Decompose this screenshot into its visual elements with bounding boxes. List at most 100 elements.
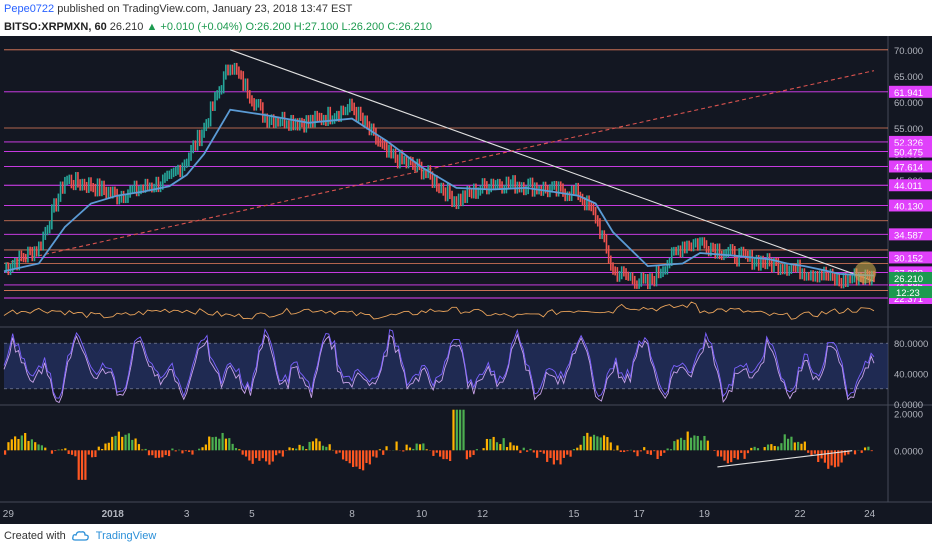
histogram-bar [275, 450, 278, 456]
tradingview-brand[interactable]: TradingView [95, 530, 157, 542]
histogram-bar [740, 450, 743, 453]
histogram-bar [452, 409, 455, 451]
histogram-bar [485, 438, 489, 451]
chart-canvas[interactable]: 70.00065.00060.00055.00050.00045.00040.0… [0, 36, 932, 524]
histogram-bar [34, 442, 37, 451]
histogram-bar [341, 450, 345, 460]
histogram-bar [345, 450, 348, 462]
level-label-background [889, 145, 932, 158]
histogram-bar [582, 436, 586, 451]
histogram-bar [455, 409, 458, 451]
publisher-link[interactable]: Pepe0722 [4, 3, 55, 15]
histogram-bar [613, 449, 616, 451]
histogram-bar [211, 437, 214, 451]
histogram-bar [556, 450, 559, 461]
level-label-background [889, 85, 932, 98]
histogram-bar [352, 450, 355, 468]
histogram-bar [378, 449, 381, 451]
histogram-bar [633, 450, 636, 453]
histogram-bar [847, 450, 850, 455]
time-tick-label: 19 [699, 509, 711, 520]
histogram-bar [151, 450, 154, 456]
histogram-bar [837, 450, 840, 467]
symbol-label: BITSO:XRPMXN, 60 [4, 21, 107, 33]
histogram-bar [325, 446, 328, 451]
histogram-bar [549, 450, 552, 459]
time-tick-label: 3 [184, 509, 190, 520]
histogram-bar [328, 444, 331, 451]
histogram-bar [358, 450, 361, 470]
histogram-bar [258, 450, 261, 461]
histogram-bar [596, 436, 599, 451]
price-tick-label: 55.000 [894, 124, 923, 135]
histogram-bar [198, 448, 201, 451]
histogram-bar [803, 441, 806, 451]
price-tick-label: 70.000 [894, 46, 923, 57]
time-tick-label: 10 [416, 509, 428, 520]
histogram-bar [536, 450, 539, 458]
histogram-bar [439, 450, 442, 457]
histogram-bar [278, 450, 281, 454]
histogram-bar [512, 445, 515, 451]
time-tick-label: 29 [3, 509, 15, 520]
histogram-bar [114, 435, 117, 451]
histogram-bar [673, 441, 676, 451]
time-tick-label: 8 [349, 509, 355, 520]
histogram-bar [50, 450, 54, 454]
histogram-bar [693, 435, 696, 451]
time-tick-label: 17 [634, 509, 646, 520]
histogram-bar [435, 450, 438, 453]
histogram-bar [415, 443, 418, 451]
histogram-bar [566, 450, 569, 455]
histogram-bar [542, 450, 545, 454]
histogram-bar [462, 409, 465, 451]
histogram-bar [24, 432, 27, 451]
histogram-bar [787, 438, 790, 451]
histogram-bar [70, 450, 74, 455]
histogram-bar [586, 432, 589, 451]
histogram-bar [298, 444, 301, 451]
histogram-bar [134, 438, 137, 451]
histogram-bar [616, 445, 619, 451]
histogram-bar [659, 450, 663, 456]
histogram-bar [686, 431, 689, 451]
stochastic-tick-label: 0.0000 [894, 400, 923, 411]
histogram-bar [833, 450, 837, 468]
histogram-bar [599, 437, 602, 451]
histogram-bar [97, 446, 100, 451]
histogram-bar [244, 450, 248, 457]
level-label-background [889, 160, 932, 173]
histogram-bar [863, 447, 867, 451]
histogram-bar [720, 450, 723, 457]
histogram-bar [432, 450, 435, 456]
histogram-bar [288, 447, 291, 451]
level-label: 22.371 [894, 294, 923, 305]
histogram-bar [305, 449, 308, 451]
volume-line [3, 301, 875, 320]
histogram-bar [592, 434, 596, 451]
histogram-bar [663, 450, 666, 453]
histogram-bar [181, 450, 184, 454]
tradingview-cloud-icon [71, 531, 89, 541]
histogram-bar [425, 449, 428, 451]
histogram-bar [810, 450, 813, 456]
histogram-bar [532, 450, 535, 453]
histogram-bar [853, 450, 857, 455]
histogram-bar [308, 441, 311, 451]
histogram-bar [502, 438, 505, 451]
histogram-bar [813, 450, 816, 454]
trendline-descending [230, 49, 875, 282]
histogram-bar [214, 436, 218, 451]
histogram-bar [231, 443, 234, 451]
histogram-bar [489, 439, 492, 451]
chart-background [0, 36, 932, 524]
last-price-label: 26.210 [894, 274, 923, 285]
histogram-bar [843, 450, 847, 456]
histogram-bar [204, 444, 207, 451]
histogram-bar [117, 431, 120, 451]
histogram-bar [228, 438, 231, 451]
histogram-bar [154, 450, 157, 458]
histogram-bar [382, 450, 385, 455]
histogram-bar [713, 450, 716, 451]
histogram-bar [418, 444, 422, 451]
